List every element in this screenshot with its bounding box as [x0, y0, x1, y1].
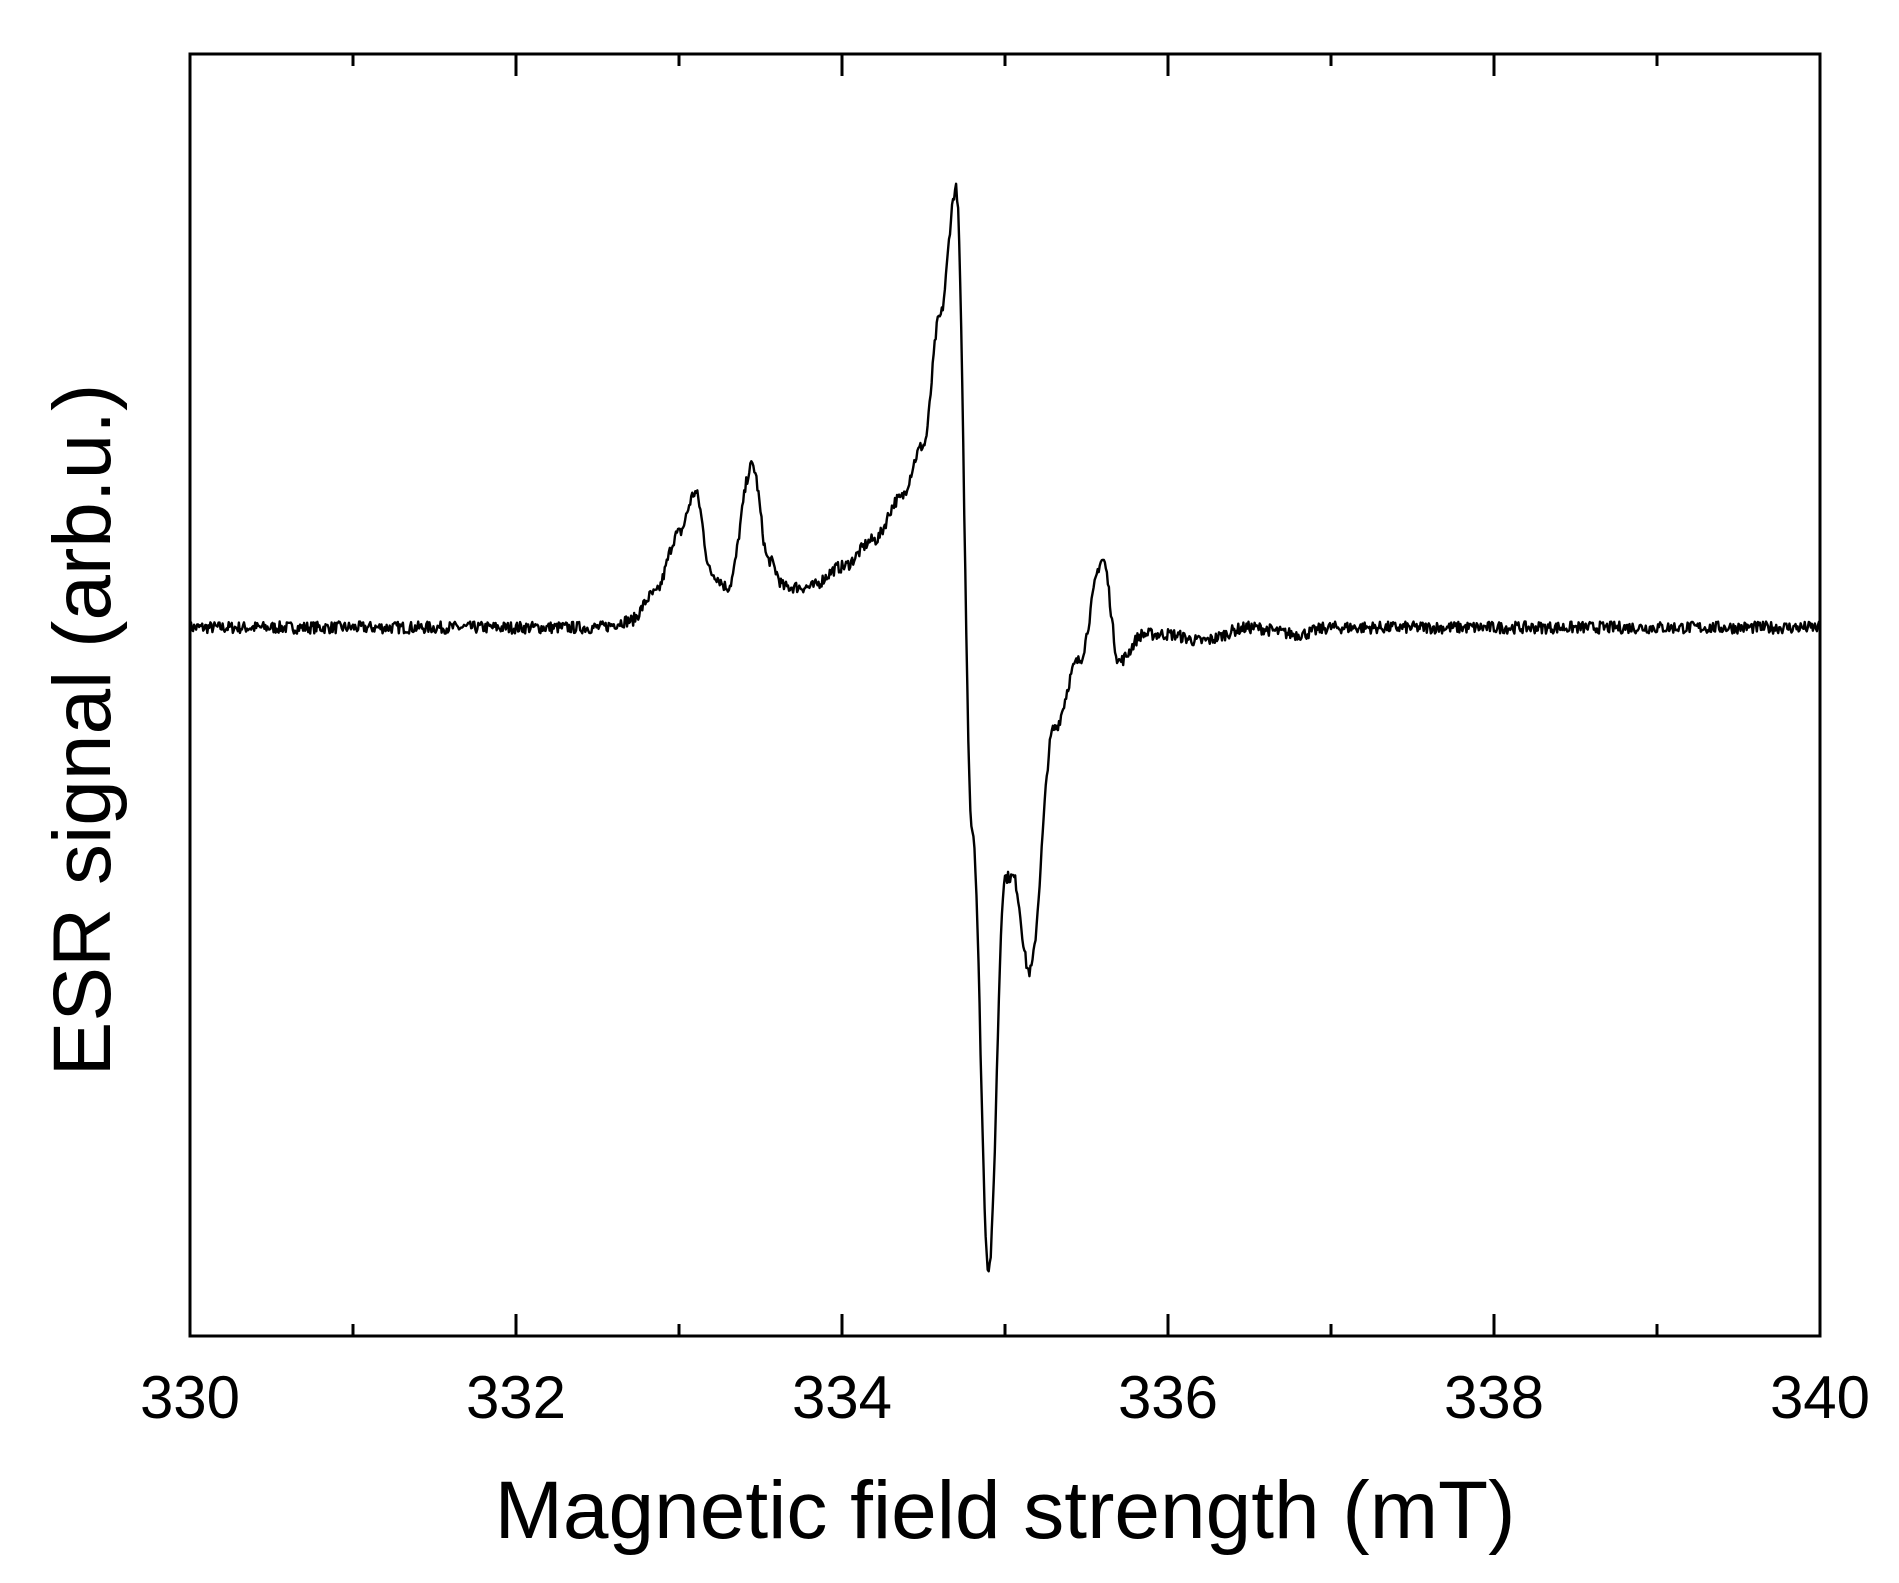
x-axis-title: Magnetic field strength (mT) — [495, 1465, 1516, 1556]
x-tick-label: 338 — [1444, 1364, 1544, 1431]
esr-signal-line — [188, 182, 1822, 1273]
x-tick-label: 330 — [140, 1364, 240, 1431]
x-tick-label: 336 — [1118, 1364, 1218, 1431]
y-axis-title: ESR signal (arb.u.) — [37, 384, 128, 1077]
x-tick-label: 340 — [1770, 1364, 1870, 1431]
x-tick-labels: 330 332 334 336 338 340 — [140, 1364, 1870, 1431]
x-tick-label: 334 — [792, 1364, 892, 1431]
axis-ticks — [188, 54, 1822, 1336]
x-tick-label: 332 — [466, 1364, 566, 1431]
plot-frame — [188, 52, 1822, 1338]
